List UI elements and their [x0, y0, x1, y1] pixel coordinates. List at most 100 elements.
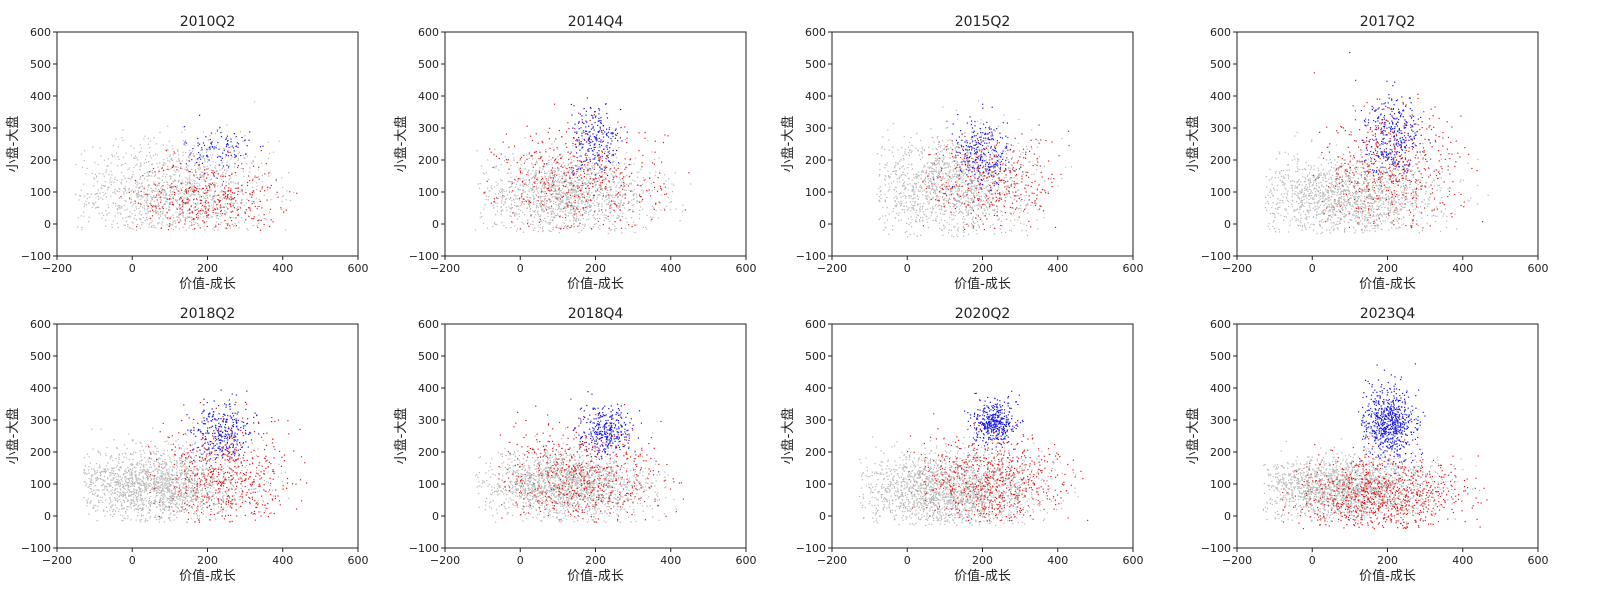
scatter-point	[611, 204, 613, 206]
scatter-point	[129, 211, 131, 213]
scatter-point	[660, 186, 662, 188]
scatter-point	[593, 217, 595, 219]
scatter-point	[590, 200, 592, 202]
scatter-point	[560, 200, 562, 202]
scatter-point	[901, 208, 904, 211]
scatter-point	[607, 203, 609, 205]
scatter-point	[172, 164, 174, 166]
scatter-point	[229, 227, 232, 229]
scatter-point	[617, 121, 619, 123]
scatter-point	[906, 230, 908, 232]
scatter-point	[598, 153, 600, 156]
scatter-point	[157, 184, 159, 186]
scatter-point	[553, 103, 556, 105]
scatter-point	[572, 173, 574, 175]
scatter-point	[523, 162, 526, 164]
scatter-point	[979, 185, 981, 187]
scatter-point	[596, 138, 598, 140]
scatter-point	[1009, 184, 1012, 187]
scatter-point	[534, 182, 536, 184]
scatter-point	[205, 200, 207, 202]
scatter-point	[235, 187, 237, 189]
scatter-point	[599, 166, 601, 168]
y-tick-label: 600	[30, 26, 51, 39]
scatter-point	[538, 172, 540, 174]
scatter-point	[504, 156, 506, 158]
scatter-point	[576, 132, 578, 135]
scatter-point	[916, 214, 918, 216]
scatter-point	[156, 190, 158, 192]
scatter-point	[122, 139, 124, 142]
scatter-point	[175, 166, 177, 168]
scatter-point	[136, 159, 139, 161]
scatter-point	[915, 185, 917, 187]
scatter-point	[942, 192, 944, 194]
scatter-point	[559, 190, 562, 192]
scatter-point	[936, 199, 938, 202]
scatter-point	[146, 189, 149, 191]
scatter-point	[1003, 177, 1005, 179]
scatter-point	[169, 160, 171, 162]
scatter-point	[594, 190, 597, 192]
scatter-point	[209, 164, 211, 167]
scatter-point	[542, 168, 544, 170]
scatter-point	[934, 171, 936, 173]
scatter-point	[202, 216, 204, 218]
scatter-point	[140, 164, 142, 166]
scatter-point	[575, 213, 577, 215]
scatter-point	[540, 188, 542, 190]
scatter-point	[588, 205, 590, 207]
scatter-point	[994, 201, 996, 203]
scatter-point	[584, 153, 586, 156]
scatter-point	[167, 183, 169, 186]
scatter-point	[580, 127, 582, 129]
scatter-point	[606, 199, 608, 201]
scatter-point	[914, 202, 916, 204]
scatter-point	[277, 196, 279, 198]
scatter-point	[926, 198, 928, 200]
scatter-point	[587, 164, 589, 166]
scatter-point	[938, 153, 941, 155]
scatter-point	[1020, 222, 1022, 224]
scatter-point	[205, 187, 208, 190]
scatter-point	[574, 226, 576, 228]
scatter-point	[526, 125, 528, 127]
scatter-point	[256, 208, 258, 210]
scatter-point	[560, 228, 562, 230]
scatter-point	[510, 208, 512, 210]
scatter-point	[512, 190, 514, 192]
scatter-point	[640, 168, 642, 170]
scatter-point	[518, 213, 520, 215]
scatter-point	[984, 209, 986, 212]
scatter-point	[944, 226, 946, 228]
scatter-point	[592, 215, 594, 217]
scatter-point	[553, 174, 555, 176]
scatter-point	[238, 215, 240, 217]
scatter-point	[587, 202, 589, 204]
scatter-point	[91, 206, 93, 208]
scatter-point	[526, 207, 528, 209]
scatter-point	[971, 218, 974, 220]
scatter-point	[957, 174, 960, 176]
scatter-point	[593, 165, 595, 167]
scatter-point	[549, 208, 551, 210]
scatter-point	[622, 178, 624, 180]
scatter-point	[612, 177, 615, 179]
scatter-point	[519, 170, 522, 172]
scatter-point	[172, 228, 175, 231]
scatter-point	[898, 177, 900, 179]
scatter-point	[552, 179, 554, 181]
scatter-point	[206, 158, 208, 160]
scatter-point	[497, 193, 500, 195]
scatter-point	[610, 137, 612, 140]
scatter-point	[568, 201, 570, 203]
scatter-point	[622, 194, 625, 196]
scatter-point	[597, 205, 599, 207]
scatter-point	[562, 181, 564, 183]
scatter-point	[556, 213, 559, 215]
scatter-point	[577, 169, 579, 171]
scatter-point	[205, 206, 208, 208]
scatter-point	[623, 189, 625, 191]
scatter-point	[493, 186, 496, 188]
scatter-point	[239, 207, 242, 209]
